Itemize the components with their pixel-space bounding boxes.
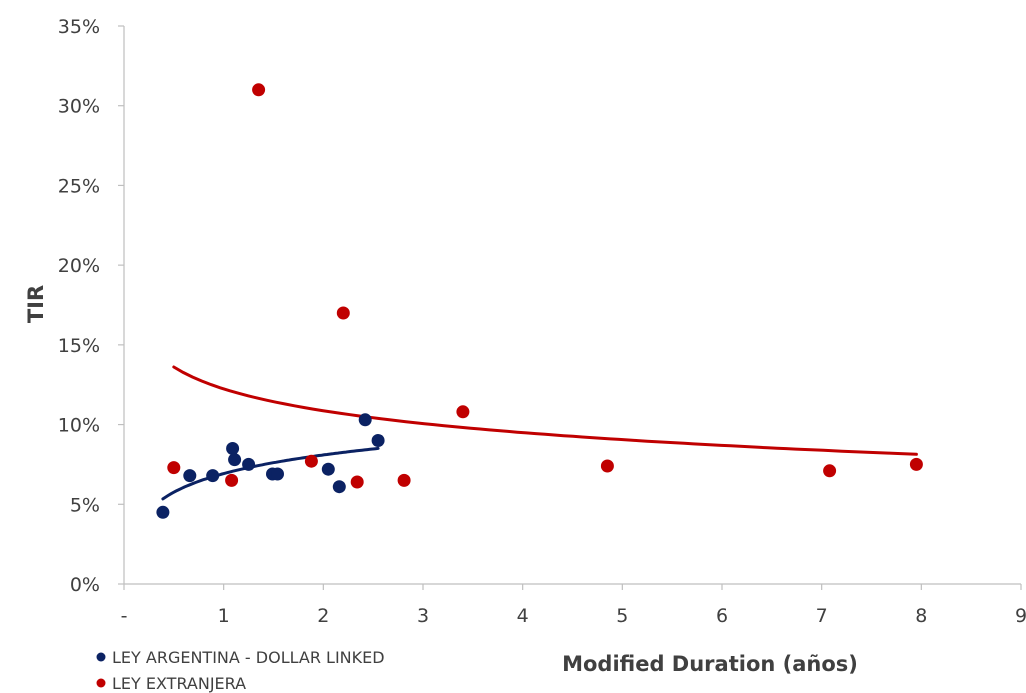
legend-marker-ley-extranjera [96,678,106,688]
data-point-series-0 [183,469,197,483]
y-tick-label: 5% [70,494,100,516]
x-tick-label: - [121,605,128,627]
data-point-series-0 [156,505,170,519]
y-tick-label: 20% [58,255,100,277]
y-tick-label: 10% [58,415,100,437]
data-point-series-0 [226,442,240,455]
plot-area [123,26,1021,585]
data-points [156,83,923,519]
y-tick-label: 35% [58,16,100,38]
data-point-series-0 [206,469,220,483]
data-point-series-0 [228,453,242,467]
data-point-series-0 [242,457,256,471]
x-tick-label: 1 [218,605,230,627]
data-point-series-1 [225,473,239,487]
x-tick-label: 3 [417,605,429,627]
data-point-series-1 [350,475,364,489]
data-point-series-1 [336,306,350,320]
data-point-series-1 [909,457,923,471]
x-tick-label: 2 [317,605,329,627]
legend-marker-ley-argentina [96,652,106,662]
legend-item-ley-argentina: LEY ARGENTINA - DOLLAR LINKED [96,648,385,667]
data-point-series-0 [321,462,335,476]
legend-item-ley-extranjera: LEY EXTRANJERA [96,674,246,693]
x-axis-ticks: - 1 2 3 4 5 6 7 8 9 [121,584,1026,627]
x-tick-label: 5 [616,605,628,627]
trend-line-series-1 [172,365,918,456]
y-tick-label: 0% [70,574,100,596]
data-point-series-0 [332,480,346,494]
x-tick-label: 4 [517,605,529,627]
y-tick-label: 30% [58,96,100,118]
legend-label-ley-extranjera: LEY EXTRANJERA [112,674,246,693]
data-point-series-1 [823,464,837,478]
legend: LEY ARGENTINA - DOLLAR LINKED LEY EXTRAN… [96,648,385,693]
x-tick-label: 7 [816,605,828,627]
y-axis-title: TIR [24,285,48,323]
data-point-series-1 [252,83,266,97]
data-point-series-1 [600,459,614,473]
y-tick-label: 15% [58,335,100,357]
data-point-series-1 [397,473,411,487]
x-tick-label: 8 [915,605,927,627]
x-axis-title: Modified Duration (años) [562,652,858,676]
data-point-series-1 [456,405,470,419]
x-tick-label: 9 [1015,605,1026,627]
data-point-series-1 [167,461,181,475]
trend-lines [161,365,918,501]
data-point-series-0 [371,434,385,447]
data-point-series-0 [271,467,284,481]
data-point-series-1 [304,454,318,468]
y-axis-ticks: 0% 5% 10% 15% 20% 25% 30% 35% [58,16,124,596]
x-tick-label: 6 [716,605,728,627]
trend-line-series-0 [161,446,380,501]
y-tick-label: 25% [58,175,100,197]
data-point-series-0 [358,413,372,427]
legend-label-ley-argentina: LEY ARGENTINA - DOLLAR LINKED [112,648,385,667]
